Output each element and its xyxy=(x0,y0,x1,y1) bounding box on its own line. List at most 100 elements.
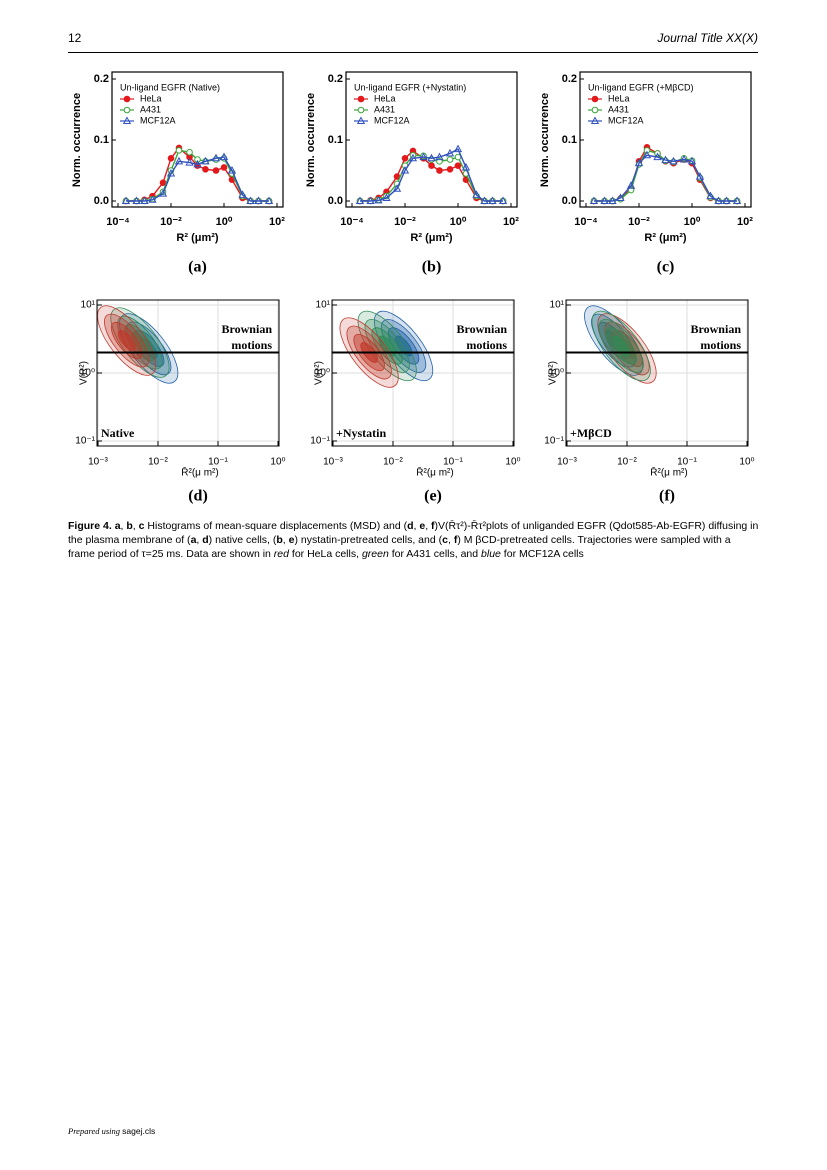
x-tick-label: 10⁰ xyxy=(450,216,467,228)
caption-text: for MCF12A cells xyxy=(500,548,584,560)
marker xyxy=(408,153,418,162)
caption-text: ) nystatin-pretreated cells, and ( xyxy=(294,534,443,546)
y-axis-label: V(R²) xyxy=(314,361,325,385)
x-axis-label: R² (μm²) xyxy=(644,232,687,244)
legend-label: MCF12A xyxy=(140,115,176,125)
panel-label: (b) xyxy=(422,259,442,276)
marker xyxy=(589,196,599,204)
annotation: Brownian xyxy=(691,322,742,336)
marker xyxy=(600,196,609,204)
marker xyxy=(679,154,689,163)
legend-label: A431 xyxy=(608,104,629,114)
y-tick-label: 10⁰ xyxy=(549,368,564,379)
y-tick-label: 10⁻¹ xyxy=(310,436,330,447)
marker xyxy=(123,106,131,114)
x-axis-label: R̄²(μ m²) xyxy=(416,466,453,479)
caption-text: b xyxy=(276,534,283,546)
marker xyxy=(445,148,455,157)
marker xyxy=(653,152,662,161)
marker xyxy=(436,167,443,174)
panel-label: (e) xyxy=(424,488,442,505)
marker xyxy=(401,155,409,162)
x-tick-label: 10² xyxy=(269,216,285,228)
legend-label: A431 xyxy=(140,104,161,114)
legend-label: MCF12A xyxy=(374,115,410,125)
annotation: Brownian xyxy=(457,322,508,336)
y-tick-label: 10⁰ xyxy=(80,368,95,379)
marker xyxy=(428,162,435,169)
y-axis-label: Norm. occurrence xyxy=(539,93,551,187)
y-tick-label: 0.2 xyxy=(328,73,343,85)
y-tick-label: 0.2 xyxy=(94,73,109,85)
marker xyxy=(400,165,410,174)
series-line xyxy=(593,146,738,202)
marker xyxy=(706,191,715,200)
x-tick-label: 10⁻³ xyxy=(557,457,577,468)
marker xyxy=(194,156,201,163)
y-axis-label: V(R²) xyxy=(79,361,90,385)
footer: Prepared using sagej.cls xyxy=(68,1126,155,1136)
marker xyxy=(591,95,599,103)
y-tick-label: 0.1 xyxy=(94,134,109,146)
caption-text: a xyxy=(190,534,197,546)
marker xyxy=(427,153,436,162)
legend-label: HeLa xyxy=(374,93,396,103)
caption-text: , xyxy=(196,534,203,546)
y-tick-label: 0.2 xyxy=(562,73,577,85)
density-contour xyxy=(117,330,136,351)
x-axis-label: R̄²(μ m²) xyxy=(181,466,218,479)
marker xyxy=(186,148,193,156)
marker xyxy=(211,153,221,162)
marker xyxy=(374,195,383,204)
legend-label: A431 xyxy=(374,104,395,114)
y-tick-label: 10⁰ xyxy=(315,368,330,379)
marker xyxy=(121,196,131,204)
legend-label: HeLa xyxy=(140,93,162,103)
caption-text: , xyxy=(282,534,289,546)
caption-text: c xyxy=(138,520,145,532)
marker xyxy=(608,196,617,204)
condition-label: +Nystatin xyxy=(336,426,387,440)
caption-text: red xyxy=(273,548,289,560)
y-tick-label: 0.1 xyxy=(328,134,343,146)
density-contour xyxy=(612,335,630,357)
y-tick-label: 10¹ xyxy=(81,300,96,311)
x-tick-label: 10⁻² xyxy=(148,457,168,468)
y-axis-label: V(R²) xyxy=(548,361,559,385)
marker xyxy=(498,196,508,204)
marker xyxy=(175,147,183,154)
x-tick-label: 10⁻¹ xyxy=(208,457,228,468)
marker xyxy=(357,106,365,114)
series-line xyxy=(125,156,270,202)
x-tick-label: 10⁻⁴ xyxy=(574,216,597,228)
x-tick-label: 10⁻² xyxy=(160,216,182,228)
marker xyxy=(642,150,652,159)
annotation: motions xyxy=(466,338,507,352)
x-axis-label: R² (μm²) xyxy=(176,232,219,244)
marker xyxy=(123,95,131,103)
caption-text: f xyxy=(453,534,458,546)
caption-text: blue xyxy=(481,548,501,560)
footer-file: sagej.cls xyxy=(122,1126,156,1136)
x-tick-label: 10⁻¹ xyxy=(443,457,463,468)
caption-text: green xyxy=(361,548,389,560)
marker xyxy=(202,165,209,173)
y-tick-label: 0.1 xyxy=(562,134,577,146)
y-tick-label: 10⁻¹ xyxy=(75,436,95,447)
marker xyxy=(669,156,678,165)
caption-text: f xyxy=(431,520,435,532)
marker xyxy=(687,156,697,165)
marker xyxy=(122,116,132,124)
marker xyxy=(446,165,454,173)
marker xyxy=(714,196,723,204)
caption-text: Figure 4. xyxy=(68,520,112,532)
x-tick-label: 10⁰ xyxy=(270,457,285,468)
marker xyxy=(590,116,600,124)
journal-title: Journal Title XX(X) xyxy=(657,31,758,45)
series-line xyxy=(125,146,270,202)
x-tick-label: 10⁰ xyxy=(739,457,754,468)
marker xyxy=(661,155,670,164)
caption-text: c xyxy=(442,534,448,546)
x-tick-label: 10⁻² xyxy=(383,457,403,468)
